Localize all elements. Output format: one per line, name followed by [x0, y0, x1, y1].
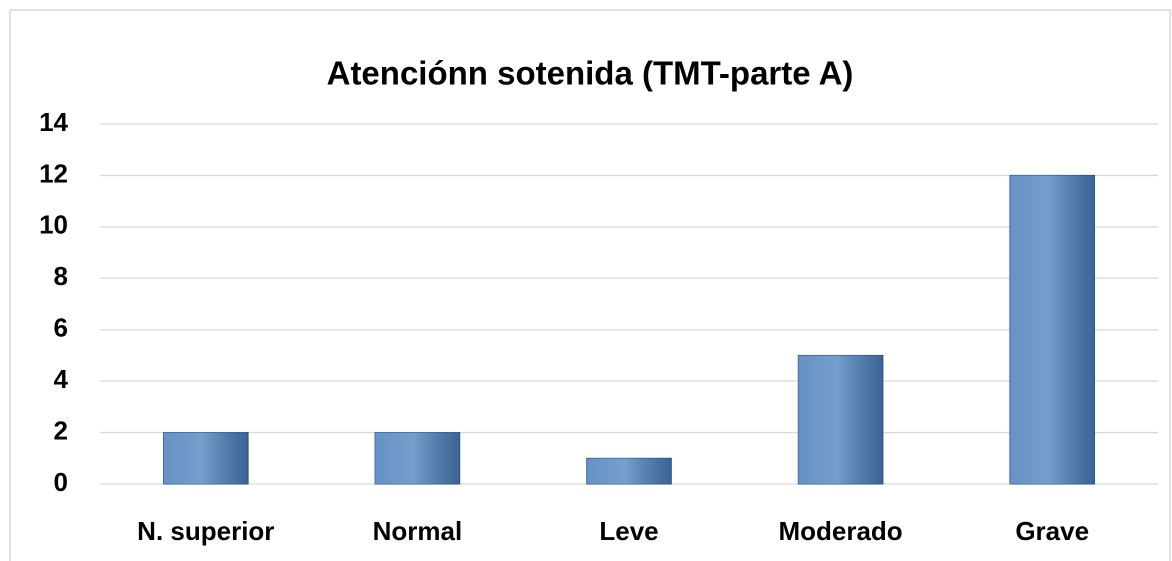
- bar-shade: [586, 458, 672, 484]
- y-tick-label: 14: [39, 107, 68, 137]
- x-tick-label: N. superior: [137, 516, 274, 546]
- y-tick-label: 6: [54, 313, 68, 343]
- bar-shade: [163, 432, 249, 484]
- chart-frame: [9, 9, 1171, 561]
- y-tick-label: 4: [54, 364, 69, 394]
- bar-shade: [798, 355, 883, 484]
- y-tick-label: 12: [39, 158, 68, 188]
- y-tick-label: 0: [54, 467, 68, 497]
- bar-shade: [375, 432, 460, 484]
- bar-shade: [1009, 175, 1095, 484]
- y-tick-label: 2: [54, 415, 68, 445]
- chart-title: Atenciónn sotenida (TMT-parte A): [327, 55, 854, 92]
- x-tick-label: Normal: [373, 516, 463, 546]
- x-tick-label: Leve: [599, 516, 658, 546]
- y-tick-label: 10: [39, 210, 68, 240]
- y-tick-label: 8: [54, 261, 68, 291]
- x-tick-label: Grave: [1015, 516, 1089, 546]
- x-tick-label: Moderado: [778, 516, 902, 546]
